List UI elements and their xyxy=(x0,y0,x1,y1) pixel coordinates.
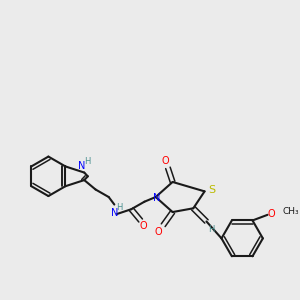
Text: H: H xyxy=(208,225,214,234)
Text: CH₃: CH₃ xyxy=(283,207,299,216)
Text: S: S xyxy=(208,185,216,195)
Text: H: H xyxy=(116,203,122,212)
Text: O: O xyxy=(155,227,162,237)
Text: N: N xyxy=(111,208,118,218)
Text: O: O xyxy=(268,209,275,219)
Text: N: N xyxy=(78,161,85,171)
Text: O: O xyxy=(161,156,169,166)
Text: N: N xyxy=(153,193,160,203)
Text: H: H xyxy=(84,157,90,166)
Text: O: O xyxy=(140,221,147,231)
